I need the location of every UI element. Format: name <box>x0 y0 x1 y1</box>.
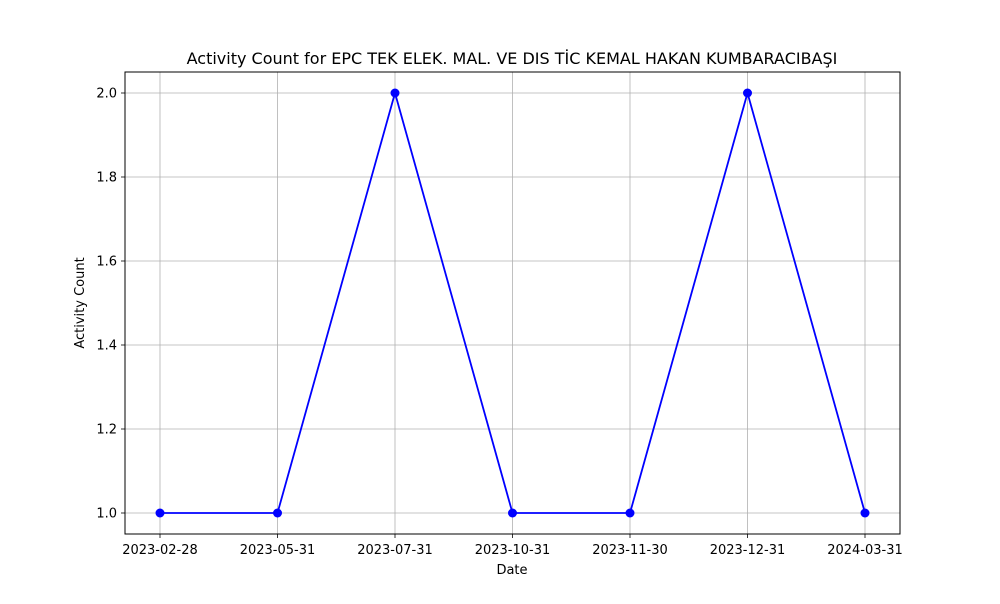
y-tick-label: 1.8 <box>96 171 117 186</box>
data-point <box>390 88 400 98</box>
data-point <box>508 508 517 518</box>
x-tick-label: 2023-10-31 <box>475 543 551 558</box>
x-tick-label: 2023-12-31 <box>710 543 786 558</box>
axis-ticks: 2023-02-28 2023-05-31 2023-07-31 2023-10-31… <box>96 87 902 559</box>
data-point <box>743 88 752 98</box>
x-tick-label: 2024-03-31 <box>827 543 903 558</box>
series-layer <box>155 88 870 518</box>
x-tick-label: 2023-07-31 <box>357 543 433 558</box>
data-point <box>155 508 165 518</box>
y-tick-label: 1.6 <box>96 255 117 270</box>
grid-lines <box>125 72 900 534</box>
y-axis-label: Activity Count <box>73 257 88 348</box>
chart-title: Activity Count for EPC TEK ELEK. MAL. VE… <box>187 49 838 68</box>
x-tick-label: 2023-05-31 <box>240 543 316 558</box>
x-tick-label: 2023-02-28 <box>122 543 198 558</box>
y-tick-label: 1.4 <box>96 339 117 354</box>
x-tick-label: 2023-11-30 <box>592 543 668 558</box>
data-point <box>273 508 282 518</box>
y-tick-label: 1.0 <box>96 507 117 522</box>
x-axis-label: Date <box>496 563 527 578</box>
data-point <box>625 508 635 518</box>
y-tick-label: 2.0 <box>96 87 117 102</box>
y-tick-label: 1.2 <box>96 423 117 438</box>
data-point <box>860 508 870 518</box>
